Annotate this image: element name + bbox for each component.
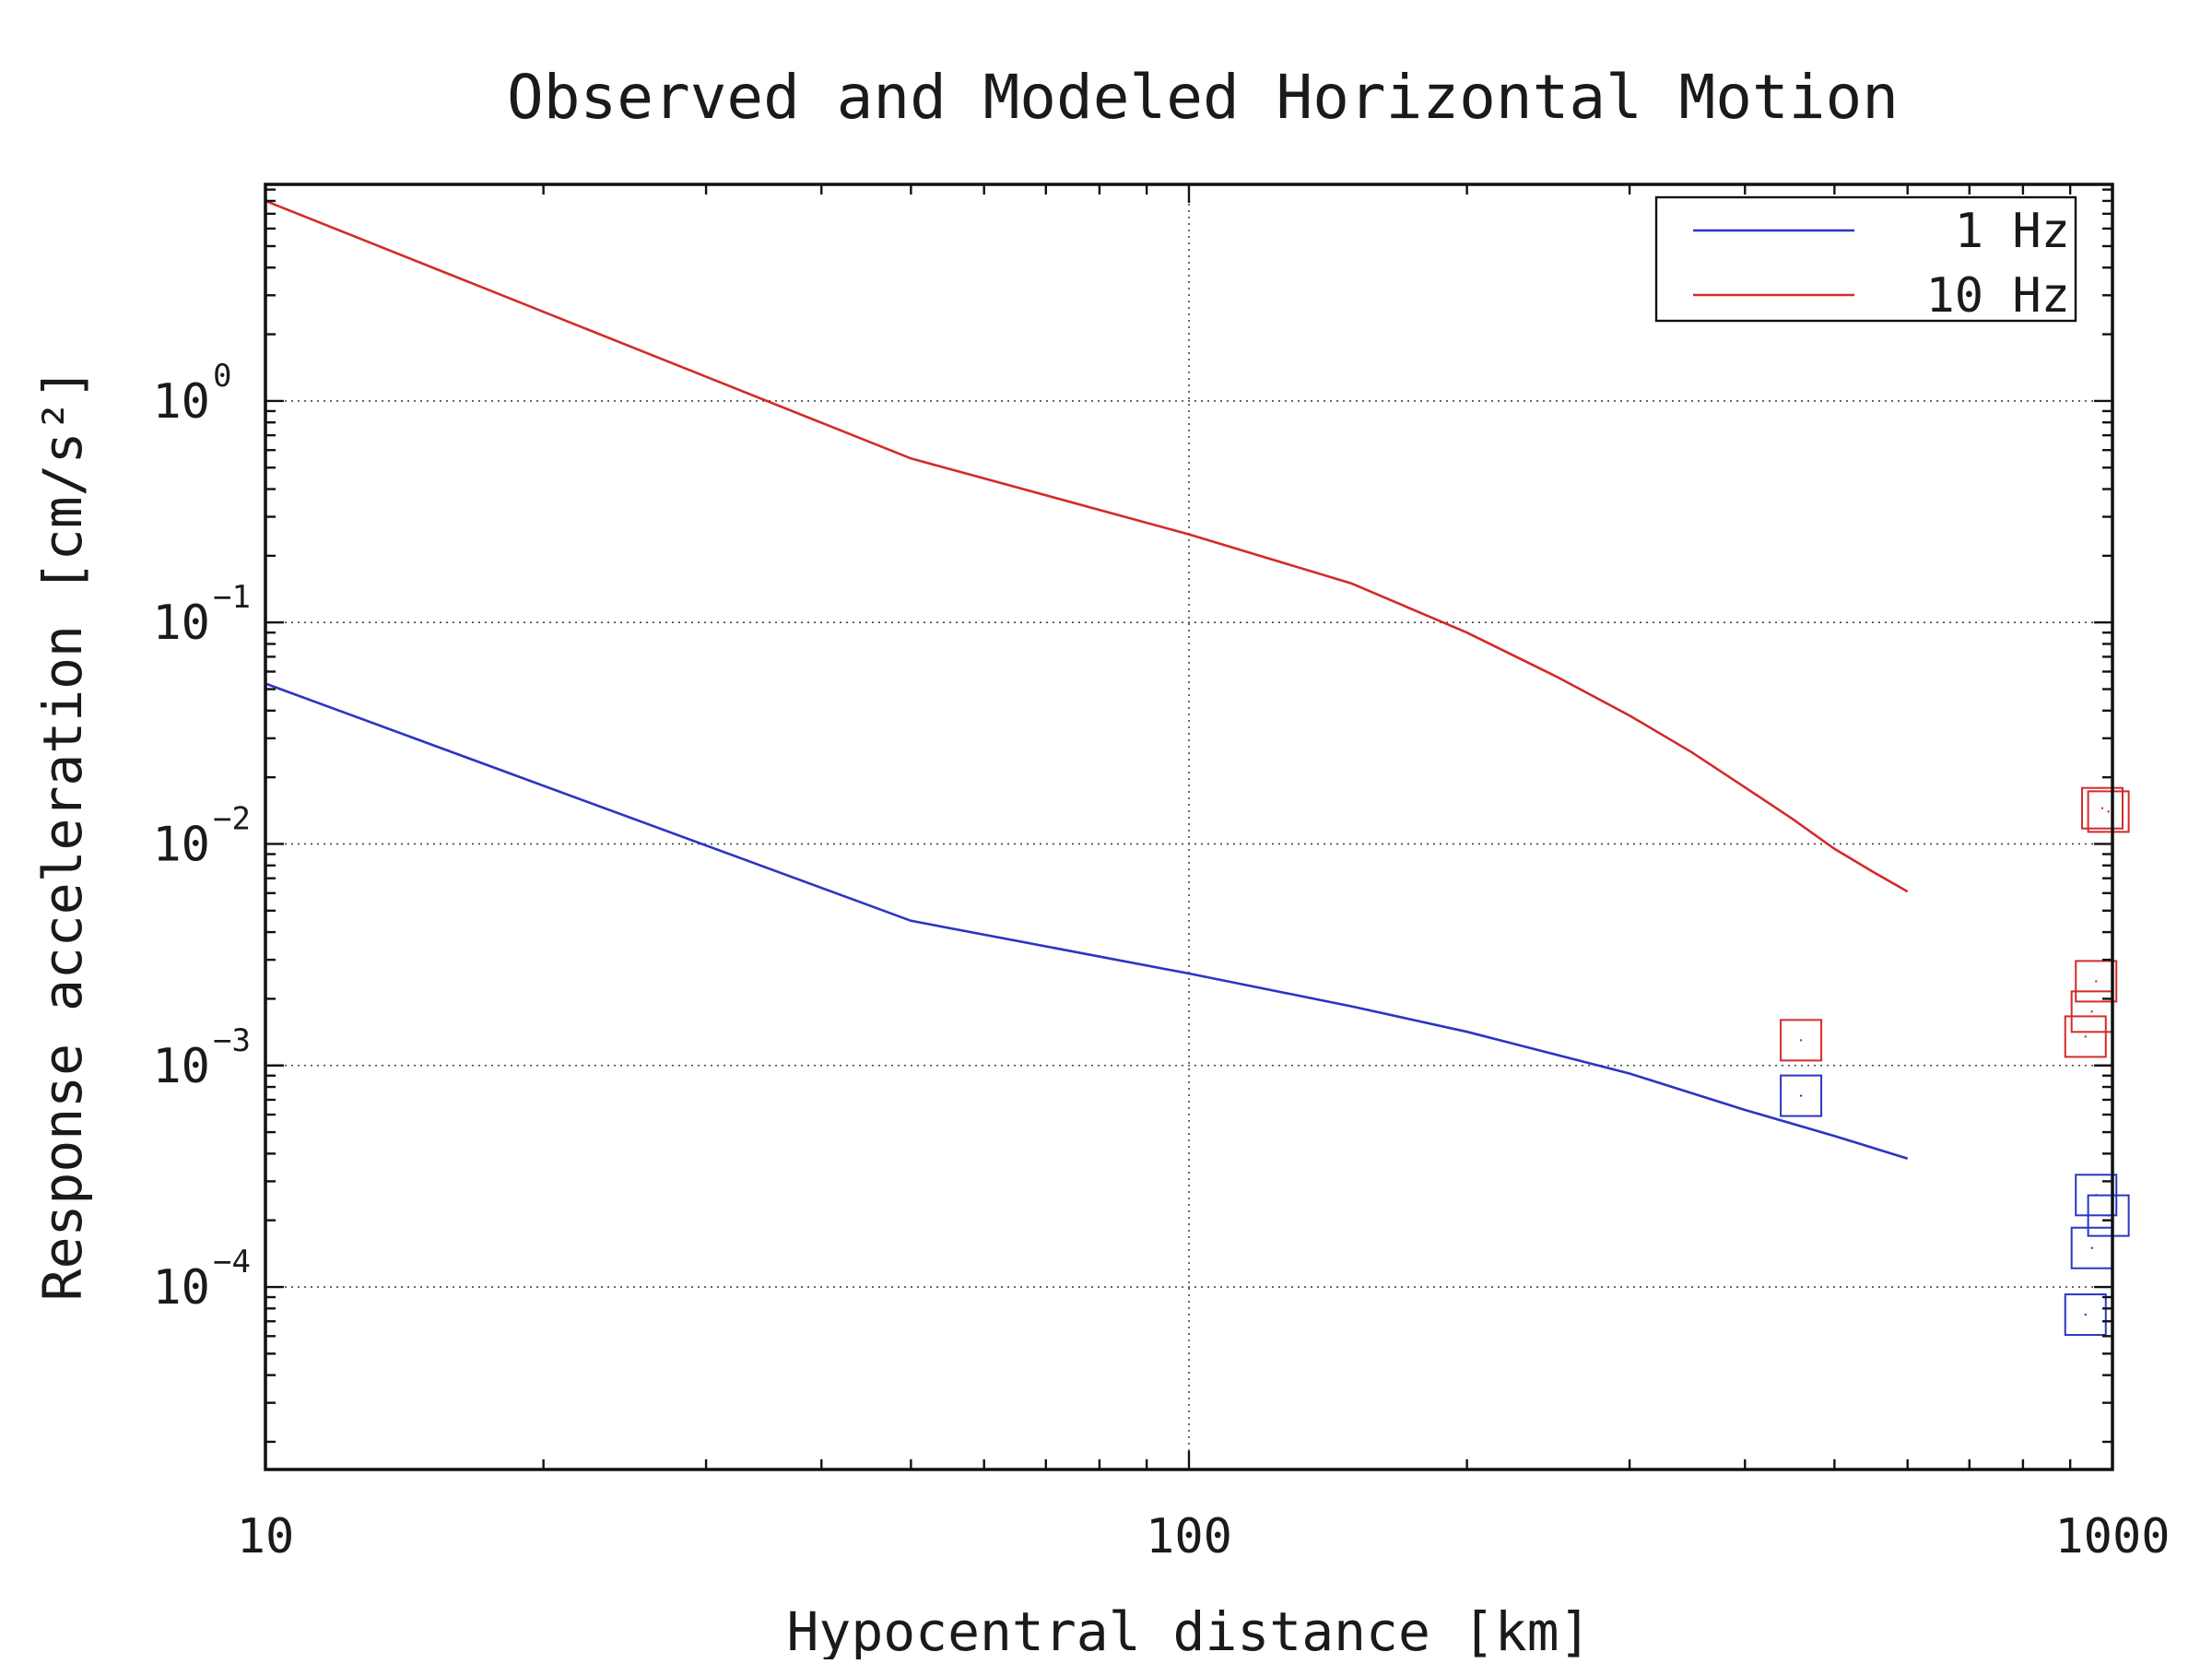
observation-marker <box>2080 786 2124 830</box>
observation-markers <box>1780 786 2130 1337</box>
y-tick-label: 10 <box>152 1039 210 1094</box>
observation-marker-center <box>2084 1313 2087 1316</box>
y-tick-label-exponent: 0 <box>213 358 231 395</box>
y-tick-label: 10 <box>152 817 210 872</box>
legend-box <box>1654 195 2077 323</box>
observation-marker <box>2064 1293 2107 1337</box>
observation-marker-center <box>2107 1214 2110 1217</box>
observation-marker-center <box>1799 1039 1803 1042</box>
observation-marker-center <box>2090 1246 2093 1249</box>
observation-marker <box>2064 1015 2107 1058</box>
observation-marker <box>1780 1019 1823 1062</box>
x-tick-label: 1000 <box>2054 1509 2170 1564</box>
observation-marker-center <box>2084 1035 2087 1038</box>
series-line-1-hz <box>265 682 1909 1160</box>
observation-marker <box>2075 960 2118 1003</box>
legend-label: 10 Hz <box>1925 268 2070 324</box>
y-tick-label: 10 <box>152 1260 210 1316</box>
y-tick-label-exponent: −4 <box>213 1244 251 1280</box>
observation-marker-center <box>2090 1010 2093 1013</box>
x-axis-label: Hypocentral distance [km] <box>787 1600 1592 1659</box>
observation-marker <box>2087 790 2130 833</box>
x-tick-label: 100 <box>1146 1509 1232 1564</box>
observation-marker <box>1780 1074 1823 1117</box>
chart-title: Observed and Modeled Horizontal Motion <box>507 62 1899 133</box>
observation-marker-center <box>1799 1094 1803 1097</box>
observation-marker-center <box>2100 807 2104 809</box>
y-tick-label-exponent: −1 <box>213 579 251 616</box>
y-tick-label: 10 <box>152 374 210 430</box>
y-tick-label: 10 <box>152 596 210 651</box>
observation-marker-center <box>2107 810 2110 813</box>
y-axis-label: Response acceleration [cm/s²] <box>31 368 94 1302</box>
grid <box>265 184 2112 1469</box>
series-line-10-hz <box>265 199 1909 893</box>
x-tick-label: 10 <box>237 1509 295 1564</box>
observation-marker-center <box>2095 980 2098 983</box>
legend-label: 1 Hz <box>1955 204 2070 259</box>
y-tick-label-exponent: −3 <box>213 1022 251 1059</box>
y-tick-label-exponent: −2 <box>213 800 251 837</box>
series-lines <box>265 199 1909 1160</box>
legend: 1 Hz 10 Hz <box>1654 195 2077 324</box>
observation-marker <box>2087 1194 2130 1237</box>
